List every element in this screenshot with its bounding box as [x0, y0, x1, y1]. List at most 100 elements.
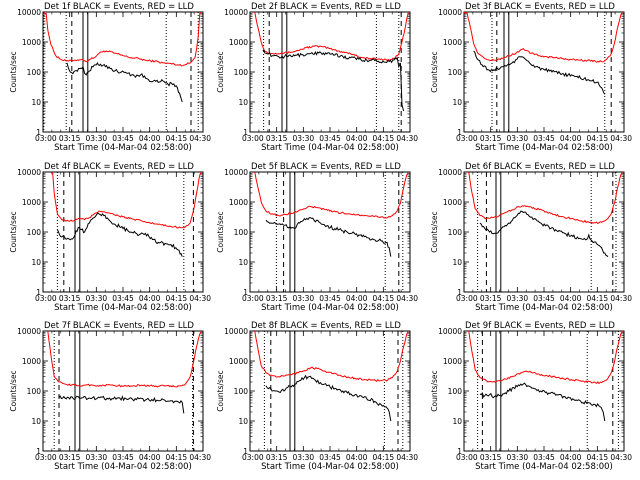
chart-panel: Det 4f BLACK = Events, RED = LLD 1 10 100 10… — [9, 162, 211, 313]
x-tick-label: 04:00 — [560, 294, 582, 303]
x-tick-label: 04:00 — [139, 453, 161, 462]
x-tick-label: 04:00 — [139, 294, 161, 303]
series-group — [47, 331, 202, 414]
events-series-line — [66, 61, 183, 103]
y-tick-label: 1 — [36, 288, 41, 297]
lld-series-line — [468, 331, 623, 385]
events-series-line — [265, 217, 392, 257]
series-group — [254, 331, 409, 422]
x-tick-label: 03:45 — [112, 453, 134, 462]
y-tick-label: 10 — [238, 258, 248, 267]
events-series-line — [479, 382, 606, 422]
y-axis-label: Counts/sec — [216, 211, 225, 252]
y-tick-label: 1000 — [229, 357, 248, 366]
x-tick-label: 04:30 — [189, 453, 211, 462]
x-tick-label: 03:30 — [507, 453, 529, 462]
y-tick-label: 100 — [234, 228, 249, 237]
chart-panel: Det 6f BLACK = Events, RED = LLD 1 10 100 10… — [430, 162, 632, 313]
lld-series-line — [47, 331, 202, 388]
x-axis-label: Start Time (04-Mar-04 02:58:00) — [54, 462, 192, 472]
y-tick-label: 100 — [448, 228, 463, 237]
y-tick-label: 10000 — [17, 168, 41, 177]
x-tick-label: 03:30 — [86, 134, 108, 143]
x-axis-label: Start Time (04-Mar-04 02:58:00) — [261, 462, 399, 472]
y-tick-label: 10 — [238, 417, 248, 426]
x-tick-label: 04:00 — [346, 294, 368, 303]
y-axis-label: Counts/sec — [430, 211, 439, 252]
y-tick-label: 1000 — [22, 198, 41, 207]
lld-series-line — [254, 331, 409, 382]
x-tick-label: 03:45 — [112, 134, 134, 143]
markers-group — [275, 172, 404, 292]
x-tick-label: 03:45 — [319, 134, 341, 143]
series-group — [52, 172, 202, 257]
x-axis-label: Start Time (04-Mar-04 02:58:00) — [475, 143, 613, 153]
y-tick-label: 1 — [243, 288, 248, 297]
y-tick-label: 100 — [234, 68, 249, 77]
y-tick-label: 100 — [27, 387, 42, 396]
x-tick-label: 03:00 — [242, 134, 264, 143]
x-axis-label: Start Time (04-Mar-04 02:58:00) — [261, 143, 399, 153]
lld-series-line — [468, 172, 623, 225]
lld-series-line — [43, 12, 202, 67]
x-tick-label: 03:30 — [86, 294, 108, 303]
y-tick-label: 10000 — [17, 327, 41, 336]
y-tick-label: 10000 — [17, 8, 41, 17]
x-axis-label: Start Time (04-Mar-04 02:58:00) — [54, 303, 192, 313]
y-tick-label: 1 — [36, 447, 41, 456]
x-tick-label: 03:15 — [266, 134, 288, 143]
x-tick-label: 03:45 — [533, 134, 555, 143]
series-group — [464, 12, 623, 95]
panel-title: Det 2f BLACK = Events, RED = LLD — [251, 2, 401, 12]
y-axis-label: Counts/sec — [430, 370, 439, 411]
markers-group — [53, 331, 194, 451]
x-tick-label: 03:00 — [456, 134, 478, 143]
x-axis-label: Start Time (04-Mar-04 02:58:00) — [261, 303, 399, 313]
panel-title: Det 3f BLACK = Events, RED = LLD — [465, 2, 615, 12]
x-tick-label: 03:45 — [533, 294, 555, 303]
y-tick-label: 1 — [457, 128, 462, 137]
y-tick-label: 10000 — [224, 168, 248, 177]
x-tick-label: 04:30 — [396, 294, 418, 303]
x-tick-label: 04:15 — [166, 134, 188, 143]
x-tick-label: 03:15 — [59, 453, 81, 462]
y-tick-label: 1 — [457, 447, 462, 456]
y-axis-label: Counts/sec — [216, 51, 225, 92]
x-axis-label: Start Time (04-Mar-04 02:58:00) — [54, 143, 192, 153]
x-tick-label: 03:45 — [319, 453, 341, 462]
x-tick-label: 04:30 — [396, 134, 418, 143]
lld-series-line — [52, 172, 202, 229]
y-tick-label: 100 — [448, 387, 463, 396]
chart-panel: Det 7f BLACK = Events, RED = LLD 1 10 100 10… — [9, 321, 211, 472]
x-tick-label: 03:30 — [507, 134, 529, 143]
plot-frame — [249, 11, 411, 133]
x-tick-label: 03:30 — [293, 453, 315, 462]
events-series-line — [56, 212, 183, 257]
x-tick-label: 03:30 — [293, 294, 315, 303]
x-tick-label: 04:00 — [139, 134, 161, 143]
lld-series-line — [254, 12, 409, 62]
series-group — [468, 172, 623, 258]
x-tick-label: 03:00 — [35, 294, 57, 303]
x-tick-label: 03:15 — [480, 294, 502, 303]
y-tick-label: 10 — [238, 98, 248, 107]
y-axis-label: Counts/sec — [430, 51, 439, 92]
x-tick-label: 03:00 — [456, 453, 478, 462]
x-tick-label: 03:15 — [480, 453, 502, 462]
y-tick-label: 10000 — [224, 327, 248, 336]
y-tick-label: 1 — [457, 288, 462, 297]
series-group — [468, 331, 623, 422]
y-tick-label: 10 — [452, 417, 462, 426]
y-tick-label: 1 — [243, 128, 248, 137]
plot-frame — [42, 171, 204, 293]
y-tick-label: 10 — [31, 98, 41, 107]
y-tick-label: 1000 — [22, 38, 41, 47]
x-tick-label: 04:30 — [610, 294, 632, 303]
chart-panel: Det 5f BLACK = Events, RED = LLD 1 10 100 10… — [216, 162, 418, 313]
markers-group — [263, 331, 404, 451]
x-tick-label: 03:15 — [59, 134, 81, 143]
chart-panel: Det 8f BLACK = Events, RED = LLD 1 10 100 10… — [216, 321, 418, 472]
panel-title: Det 5f BLACK = Events, RED = LLD — [251, 162, 401, 172]
x-tick-label: 03:45 — [319, 294, 341, 303]
lld-series-line — [464, 12, 623, 63]
